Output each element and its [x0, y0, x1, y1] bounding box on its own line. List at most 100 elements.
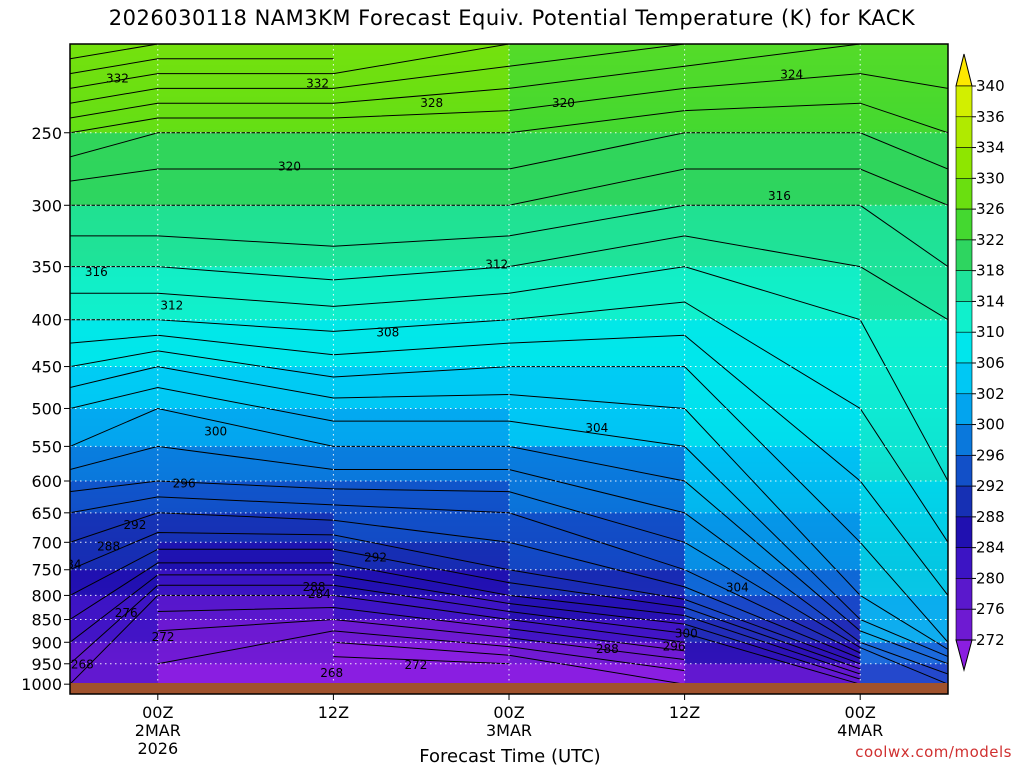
theta-e-cell — [157, 663, 334, 685]
ground-strip — [70, 683, 948, 694]
theta-e-cell — [684, 366, 861, 409]
contour-label: 332 — [106, 71, 129, 85]
theta-e-cell — [684, 619, 861, 643]
theta-e-cell — [684, 512, 861, 543]
contour-line — [333, 656, 510, 665]
colorbar-swatch — [955, 270, 973, 302]
plot-area: 332 3323283243203203163163123123083043002… — [59, 44, 948, 694]
theta-e-cell — [684, 408, 861, 447]
contour-label: 316 — [85, 265, 108, 279]
theta-e-cell — [684, 44, 861, 134]
credit-text: coolwx.com/models — [855, 743, 1012, 761]
theta-e-cell — [509, 595, 686, 621]
colorbar-label: 292 — [976, 477, 1005, 495]
colorbar-label: 272 — [976, 631, 1005, 649]
contour-line — [70, 531, 861, 665]
colorbar-label: 306 — [976, 354, 1005, 372]
colorbar-label: 288 — [976, 508, 1005, 526]
contour-label: 288 — [596, 642, 619, 656]
y-tick-label: 750 — [31, 561, 62, 580]
theta-e-cell — [684, 642, 861, 665]
theta-e-cell — [860, 132, 948, 206]
theta-e-cell — [333, 266, 510, 321]
theta-e-cell — [157, 319, 334, 368]
theta-e-cell — [333, 619, 510, 643]
theta-e-cell — [70, 366, 159, 409]
contour-label: 272 — [152, 630, 175, 644]
x-tick-label: 00Z — [845, 703, 876, 722]
contour-label: 268 — [320, 666, 343, 680]
contour-label: 284 — [308, 587, 331, 601]
contour-label: 296 — [663, 640, 686, 654]
theta-e-cell — [509, 205, 686, 268]
theta-e-cell — [333, 44, 510, 134]
theta-e-cell — [860, 663, 948, 685]
theta-e-cell — [333, 366, 510, 409]
colorbar-label: 334 — [976, 139, 1005, 157]
contour-label: 292 — [364, 550, 387, 564]
colorbar-swatch — [955, 301, 973, 333]
theta-e-cell — [860, 480, 948, 514]
theta-e-cell — [70, 642, 159, 665]
colorbar-swatch — [955, 455, 973, 487]
colorbar-swatch — [955, 424, 973, 456]
theta-e-cell — [509, 319, 686, 368]
colorbar-label: 276 — [976, 600, 1005, 618]
theta-e-cell — [157, 205, 334, 268]
x-axis-label: Forecast Time (UTC) — [419, 746, 601, 767]
theta-e-cell — [333, 319, 510, 368]
theta-e-bands — [70, 44, 948, 694]
theta-e-cell — [860, 44, 948, 134]
contour-label: 320 — [552, 96, 575, 110]
y-tick-label: 900 — [31, 633, 62, 652]
contour-label: 304 — [585, 421, 608, 435]
theta-e-cell — [333, 663, 510, 685]
y-tick-label: 1000 — [21, 675, 62, 694]
contour-label: 288 — [303, 580, 326, 594]
x-tick-label: 12Z — [318, 703, 349, 722]
y-tick-label: 250 — [31, 124, 62, 143]
theta-e-cell — [157, 366, 334, 409]
contour-label: 284 — [59, 557, 82, 571]
theta-e-cell — [684, 319, 861, 368]
theta-e-cell — [860, 619, 948, 643]
theta-e-cell — [333, 205, 510, 268]
y-tick-label: 700 — [31, 533, 62, 552]
y-tick-label: 950 — [31, 655, 62, 674]
contour-label: 276 — [115, 606, 138, 620]
contour-line — [70, 574, 861, 680]
colorbar-swatch — [955, 485, 973, 518]
theta-e-cell — [157, 512, 334, 543]
contour-label: 324 — [780, 68, 803, 82]
theta-e-cell — [70, 663, 159, 685]
contour-labels: 332 3323283243203203163163123123083043002… — [59, 68, 803, 680]
theta-e-cell — [860, 595, 948, 621]
contour-label: 320 — [278, 159, 301, 173]
theta-e-cell — [509, 663, 686, 685]
x-tick-label: 4MAR — [837, 721, 883, 740]
colorbar-top-arrow — [955, 53, 973, 87]
y-tick-label: 350 — [31, 258, 62, 277]
contour-line — [70, 562, 861, 675]
theta-e-cell — [684, 595, 861, 621]
contour-label: 316 — [768, 189, 791, 203]
theta-e-cell — [70, 569, 159, 596]
theta-e-cell — [509, 408, 686, 447]
contour-line — [70, 548, 861, 670]
theta-e-cell — [509, 512, 686, 543]
y-tick-label: 300 — [31, 196, 62, 215]
contour-line — [70, 102, 948, 158]
theta-e-cell — [157, 642, 334, 665]
y-tick-label: 550 — [31, 437, 62, 456]
theta-e-cell — [860, 408, 948, 447]
x-tick-label: 12Z — [669, 703, 700, 722]
contour-line — [70, 512, 861, 659]
y-tick-label: 500 — [31, 399, 62, 418]
theta-e-cell — [509, 480, 686, 514]
y-tick-label: 450 — [31, 358, 62, 377]
colorbar-label: 280 — [976, 569, 1005, 587]
colorbar-label: 336 — [976, 108, 1005, 126]
colorbar-label: 310 — [976, 323, 1005, 341]
